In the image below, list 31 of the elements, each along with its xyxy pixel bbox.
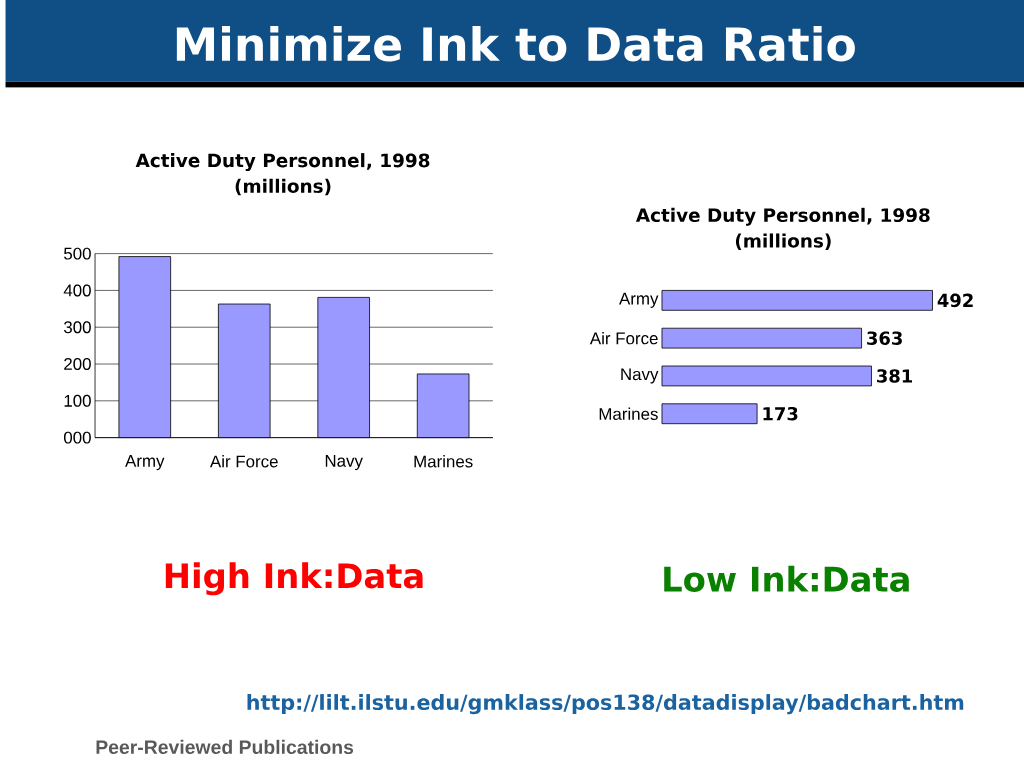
x-tick-label: Air Force xyxy=(209,455,278,468)
bar xyxy=(661,365,872,387)
text: Peer-Reviewed Publications xyxy=(96,739,354,755)
bar xyxy=(661,403,758,425)
data-label: 492 xyxy=(937,293,973,308)
data-label: 381 xyxy=(877,369,912,383)
text: Low Ink:Data xyxy=(664,565,909,593)
y-tick-label: 300 xyxy=(63,321,91,334)
text: Minimize Ink to Data Ratio xyxy=(176,26,855,62)
chart-title: Active Duty Personnel, 1998 xyxy=(135,153,430,172)
data-label: 363 xyxy=(867,331,902,345)
y-tick-label: 100 xyxy=(64,394,91,407)
x-tick-label: Navy xyxy=(325,455,363,471)
text: http://lilt.ilstu.edu/gmklass/pos138/datadisplay/badchart.htm xyxy=(247,694,964,715)
chart-subtitle: (millions) xyxy=(735,233,831,250)
y-tick-label: Army xyxy=(619,292,659,309)
bar xyxy=(661,327,862,349)
y-tick-label: 400 xyxy=(63,284,91,297)
text: High Ink:Data xyxy=(165,562,423,596)
y-tick-label: 200 xyxy=(64,358,91,371)
x-tick-label: Marines xyxy=(414,455,473,468)
chart-subtitle: (millions) xyxy=(235,178,331,196)
x-tick-label: Army xyxy=(125,455,165,471)
y-tick-label: Marines xyxy=(599,407,658,421)
y-tick-label: Navy xyxy=(621,368,659,384)
y-tick-label: Air Force xyxy=(589,332,658,345)
data-label: 173 xyxy=(763,407,798,421)
y-tick-label: 000 xyxy=(63,431,91,444)
chart-title: Active Duty Personnel, 1998 xyxy=(635,207,930,226)
bar xyxy=(661,290,933,311)
y-tick-label: 500 xyxy=(63,247,91,260)
